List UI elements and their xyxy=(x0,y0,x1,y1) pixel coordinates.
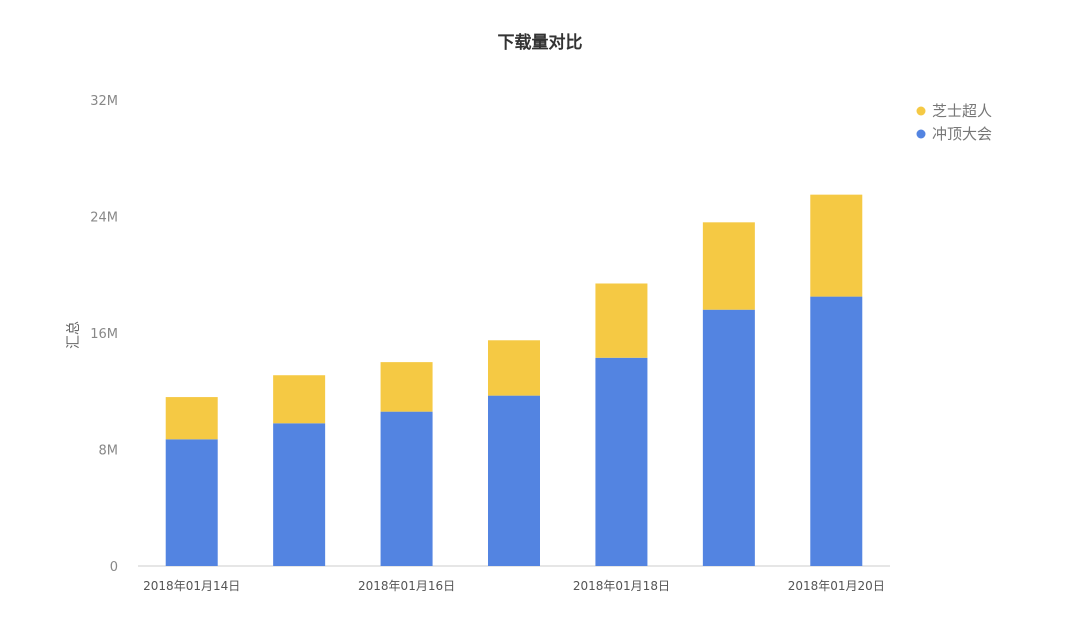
bar-segment-chongding xyxy=(273,423,326,566)
legend-item-label: 冲顶大会 xyxy=(932,125,992,143)
x-ticks: 2018年01月14日 2018年01月16日 2018年01月18日 2018年01… xyxy=(143,579,885,593)
legend-item-label: 芝士超人 xyxy=(932,102,992,120)
y-tick-label: 0 xyxy=(110,560,118,575)
bar-segment-zhishi xyxy=(595,283,648,358)
y-tick-label: 16M xyxy=(90,327,118,342)
bar-segment-zhishi xyxy=(488,340,540,396)
legend-marker xyxy=(916,106,926,116)
x-tick-label: 2018年01月16日 xyxy=(358,579,455,593)
bar-segment-zhishi xyxy=(165,397,218,440)
y-tick-label: 8M xyxy=(99,444,119,459)
bar-segment-zhishi xyxy=(380,362,433,412)
y-tick-label: 24M xyxy=(90,211,118,226)
y-ticks: 0 8M 16M 24M 32M xyxy=(90,94,118,575)
bar-segment-chongding xyxy=(702,309,755,566)
x-tick-label: 2018年01月20日 xyxy=(788,579,885,593)
bar-segment-chongding xyxy=(380,411,433,566)
bars xyxy=(165,194,863,566)
y-tick-label: 32M xyxy=(90,94,118,109)
bar-segment-zhishi xyxy=(273,375,326,424)
bar-segment-chongding xyxy=(595,357,648,566)
bar-segment-chongding xyxy=(165,439,218,566)
x-tick-label: 2018年01月18日 xyxy=(573,579,670,593)
bar-segment-zhishi xyxy=(702,222,755,310)
bar-segment-chongding xyxy=(488,395,540,566)
x-tick-label: 2018年01月14日 xyxy=(143,579,240,593)
chart-title: 下载量对比 xyxy=(498,32,583,53)
bar-segment-zhishi xyxy=(810,194,863,297)
legend-marker xyxy=(916,129,926,139)
bar-segment-chongding xyxy=(810,296,863,566)
y-axis-label: 汇总 xyxy=(66,321,82,349)
